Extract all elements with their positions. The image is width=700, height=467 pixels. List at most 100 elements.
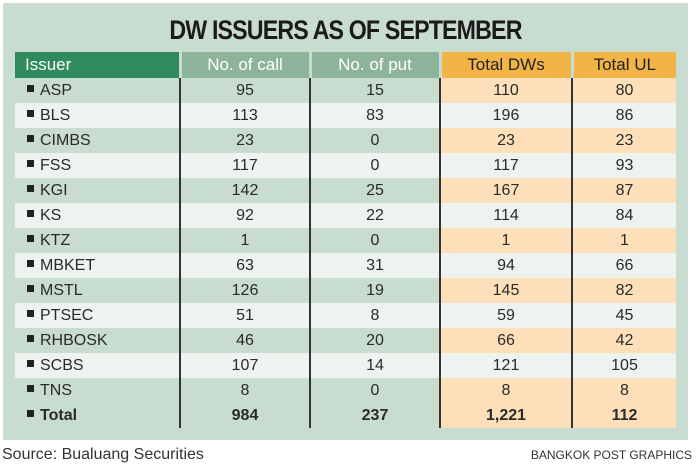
table-cell: 14 [309, 353, 440, 378]
issuer-name: SCBS [40, 356, 84, 374]
table-cell: 66 [439, 328, 572, 353]
header-row: Issuer No. of call No. of put Total DWs Tota… [15, 52, 676, 78]
table-cell: 196 [439, 103, 572, 128]
table-cell: KS [15, 203, 180, 228]
bullet-icon [27, 209, 34, 217]
table-row: MSTL 126 19 145 82 [15, 278, 676, 303]
table-cell: 117 [439, 153, 572, 178]
issuer-name: TNS [40, 381, 72, 399]
table-cell: 66 [571, 253, 676, 278]
table-cell: 105 [571, 353, 676, 378]
table-cell: 1 [179, 228, 310, 253]
issuer-name: FSS [40, 156, 72, 174]
table-cell: 237 [309, 403, 440, 428]
table-row: RHBOSK 46 20 66 42 [15, 328, 676, 353]
bullet-icon [27, 234, 34, 242]
table-cell: 42 [571, 328, 676, 353]
table-cell: 117 [179, 153, 310, 178]
table-cell: 0 [309, 153, 440, 178]
bullet-icon [27, 359, 34, 367]
table-cell: 51 [179, 303, 310, 328]
table-cell: 20 [309, 328, 440, 353]
table-cell: ASP [15, 78, 180, 103]
table-cell: 95 [179, 78, 310, 103]
table-cell: 23 [571, 128, 676, 153]
table-cell: Total [15, 403, 180, 428]
table-row: CIMBS 23 0 23 23 [15, 128, 676, 153]
table-cell: 80 [571, 78, 676, 103]
table-cell: 984 [179, 403, 310, 428]
table-cell: SCBS [15, 353, 180, 378]
table-cell: 63 [179, 253, 310, 278]
bullet-icon [27, 84, 34, 92]
bullet-icon [27, 409, 34, 417]
bullet-icon [27, 309, 34, 317]
table-cell: BLS [15, 103, 180, 128]
bullet-icon [27, 284, 34, 292]
table-cell: KTZ [15, 228, 180, 253]
table-cell: 110 [439, 78, 572, 103]
table-cell: 45 [571, 303, 676, 328]
table-cell: 8 [309, 303, 440, 328]
column-header: No. of call [178, 52, 310, 78]
table-cell: 59 [439, 303, 572, 328]
table-row: TNS 8 0 8 8 [15, 378, 676, 403]
table-row: SCBS 107 14 121 105 [15, 353, 676, 378]
table-cell: 1 [439, 228, 572, 253]
column-header: Total UL [570, 52, 676, 78]
table-cell: 126 [179, 278, 310, 303]
table-cell: 94 [439, 253, 572, 278]
table-cell: 92 [179, 203, 310, 228]
bullet-icon [27, 334, 34, 342]
table-cell: 83 [309, 103, 440, 128]
table-cell: 22 [309, 203, 440, 228]
table-cell: 1 [571, 228, 676, 253]
table-cell: 23 [439, 128, 572, 153]
table-cell: FSS [15, 153, 180, 178]
table-cell: 87 [571, 178, 676, 203]
column-header: No. of put [308, 52, 440, 78]
table-cell: 112 [571, 403, 676, 428]
table-cell: 113 [179, 103, 310, 128]
table-cell: 0 [309, 128, 440, 153]
table-row: KGI 142 25 167 87 [15, 178, 676, 203]
bullet-icon [27, 134, 34, 142]
table-cell: 114 [439, 203, 572, 228]
table-cell: PTSEC [15, 303, 180, 328]
table-cell: 46 [179, 328, 310, 353]
table-cell: 0 [309, 228, 440, 253]
table-cell: 1,221 [439, 403, 572, 428]
table-cell: 8 [439, 378, 572, 403]
issuer-name: KTZ [40, 231, 71, 249]
table-row: KTZ 1 0 1 1 [15, 228, 676, 253]
graphics-credit: BANGKOK POST GRAPHICS [530, 448, 692, 462]
total-row: Total 984 237 1,221 112 [15, 403, 676, 428]
table-cell: 82 [571, 278, 676, 303]
table-row: ASP 95 15 110 80 [15, 78, 676, 103]
bullet-icon [27, 184, 34, 192]
table-cell: MBKET [15, 253, 180, 278]
issuer-name: CIMBS [40, 131, 91, 149]
bullet-icon [27, 159, 34, 167]
table-row: PTSEC 51 8 59 45 [15, 303, 676, 328]
issuer-name: MSTL [40, 281, 83, 299]
issuer-name: Total [40, 406, 78, 424]
chart-title: DW ISSUERS AS OF SEPTEMBER [169, 15, 522, 45]
table-cell: 31 [309, 253, 440, 278]
bullet-icon [27, 109, 34, 117]
issuer-name: MBKET [40, 256, 96, 274]
issuer-name: BLS [40, 106, 71, 124]
issuer-name: RHBOSK [40, 331, 108, 349]
issuer-name: ASP [40, 81, 73, 99]
table-cell: CIMBS [15, 128, 180, 153]
table-row: KS 92 22 114 84 [15, 203, 676, 228]
table-cell: 121 [439, 353, 572, 378]
table-row: MBKET 63 31 94 66 [15, 253, 676, 278]
infographic-panel: DW ISSUERS AS OF SEPTEMBER Issuer No. of … [3, 3, 688, 440]
table-cell: 167 [439, 178, 572, 203]
table-cell: 19 [309, 278, 440, 303]
table-cell: TNS [15, 378, 180, 403]
source-note: Source: Bualuang Securities [2, 446, 204, 463]
table-cell: 8 [571, 378, 676, 403]
table-cell: 0 [309, 378, 440, 403]
